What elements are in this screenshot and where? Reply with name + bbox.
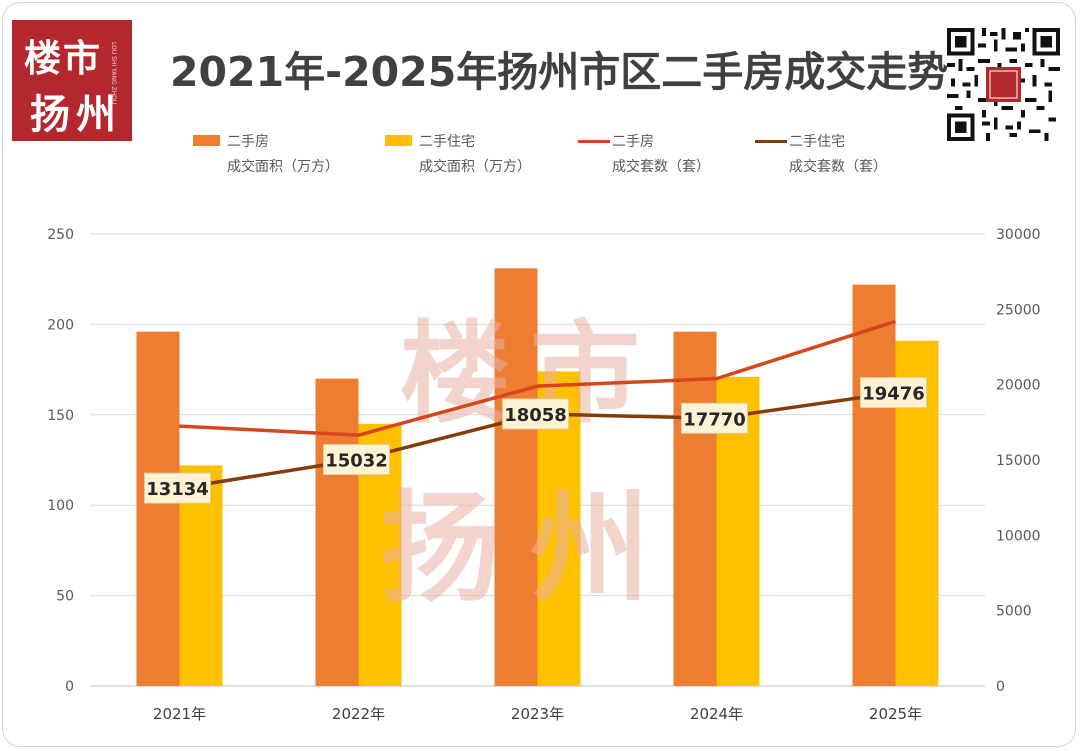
logo-tiny-text: LOU SHI YANG ZHOU xyxy=(110,42,117,105)
bar xyxy=(673,331,717,686)
series-line xyxy=(179,319,897,437)
bar xyxy=(136,331,180,686)
legend-label: 二手住宅 xyxy=(789,134,845,150)
left-axis-tick-label: 200 xyxy=(47,317,74,333)
legend-swatch xyxy=(385,135,412,146)
left-axis-tick-label: 0 xyxy=(65,679,74,695)
legend-label: 二手房 xyxy=(612,134,654,150)
qr-code-icon xyxy=(947,28,1060,141)
right-axis-tick-label: 20000 xyxy=(996,378,1041,394)
data-label-box xyxy=(323,444,390,476)
right-axis-tick-label: 25000 xyxy=(996,302,1041,318)
logo-text-bottom: 扬州 xyxy=(30,91,122,138)
legend-sublabel: 成交面积（万方） xyxy=(419,159,531,175)
data-label-box xyxy=(144,472,211,504)
data-label: 15032 xyxy=(325,451,388,472)
bar xyxy=(315,378,359,686)
left-axis-tick-label: 150 xyxy=(47,408,74,424)
data-label-box xyxy=(860,377,927,409)
data-label-box xyxy=(502,398,569,430)
logo-text-top: 楼市 xyxy=(24,36,102,80)
legend-sublabel: 成交套数（套） xyxy=(612,159,710,175)
legend-sublabel: 成交面积（万方） xyxy=(227,159,339,175)
legend-label: 二手住宅 xyxy=(419,134,475,150)
x-axis-tick-label: 2025年 xyxy=(869,705,922,723)
data-label: 17770 xyxy=(683,409,746,430)
x-axis-tick-label: 2022年 xyxy=(332,705,385,723)
bar xyxy=(852,284,896,686)
left-axis-tick-label: 100 xyxy=(47,498,74,514)
legend-line xyxy=(755,140,787,143)
right-axis-tick-label: 5000 xyxy=(996,604,1032,620)
left-axis-tick-label: 250 xyxy=(47,227,74,243)
legend-swatch xyxy=(193,135,220,146)
data-label-box xyxy=(681,402,748,434)
right-axis-tick-label: 10000 xyxy=(996,528,1041,544)
watermark-bottom: 扬州 xyxy=(380,478,680,619)
data-label: 19476 xyxy=(862,384,925,405)
chart-title: 2021年-2025年扬州市区二手房成交走势 xyxy=(170,48,949,96)
data-label: 13134 xyxy=(146,479,209,500)
right-axis-tick-label: 0 xyxy=(996,679,1005,695)
right-axis-tick-label: 30000 xyxy=(996,227,1041,243)
bar xyxy=(494,268,538,686)
x-axis-tick-label: 2023年 xyxy=(511,705,564,723)
data-label: 18058 xyxy=(504,405,567,426)
legend-line xyxy=(578,140,610,143)
left-axis-tick-label: 50 xyxy=(56,589,74,605)
legend-sublabel: 成交套数（套） xyxy=(789,159,887,175)
x-axis-tick-label: 2021年 xyxy=(153,705,206,723)
x-axis-tick-label: 2024年 xyxy=(690,705,743,723)
right-axis-tick-label: 15000 xyxy=(996,453,1041,469)
brand-logo: 楼市 LOU SHI YANG ZHOU 扬州 xyxy=(12,20,132,141)
legend-label: 二手房 xyxy=(227,134,269,150)
